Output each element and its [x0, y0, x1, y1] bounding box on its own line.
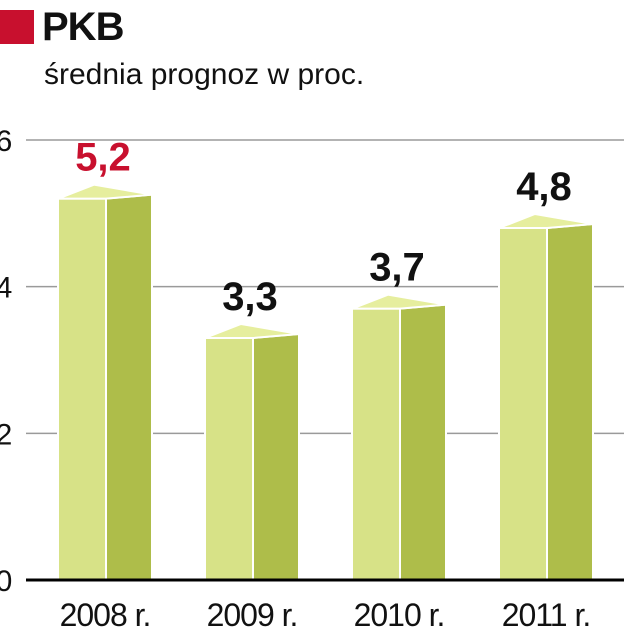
- chart-title: PKB: [42, 4, 124, 49]
- bar-front: [204, 337, 254, 581]
- bar-top: [57, 183, 153, 200]
- x-category-label: 2011 r.: [502, 597, 590, 633]
- y-tick-label: 6: [0, 125, 12, 158]
- bar-side: [252, 332, 300, 581]
- y-tick-label: 2: [0, 418, 12, 451]
- x-category-label: 2009 r.: [207, 597, 298, 633]
- bar-value-label: 5,2: [75, 136, 131, 180]
- y-tick-label: 4: [0, 272, 12, 305]
- title-marker-square: [0, 10, 34, 44]
- chart-subtitle: średnia prognoz w proc.: [44, 58, 365, 91]
- bar-value-label: 4,8: [516, 165, 572, 209]
- chart-title-block: PKB: [0, 4, 124, 50]
- bar-top: [351, 293, 447, 310]
- bar-side: [546, 222, 594, 581]
- bar-front: [498, 227, 548, 581]
- x-category-label: 2008 r.: [60, 597, 151, 633]
- bar-side: [399, 303, 447, 581]
- bar-top: [204, 322, 300, 339]
- bar-value-label: 3,3: [222, 275, 278, 319]
- bar-top: [498, 212, 594, 229]
- bar-side: [105, 193, 153, 581]
- x-category-label: 2010 r.: [354, 597, 445, 633]
- bar-front: [351, 307, 401, 581]
- bar-value-label: 3,7: [369, 246, 425, 290]
- bar-front: [57, 197, 107, 581]
- y-tick-label: 0: [0, 565, 12, 598]
